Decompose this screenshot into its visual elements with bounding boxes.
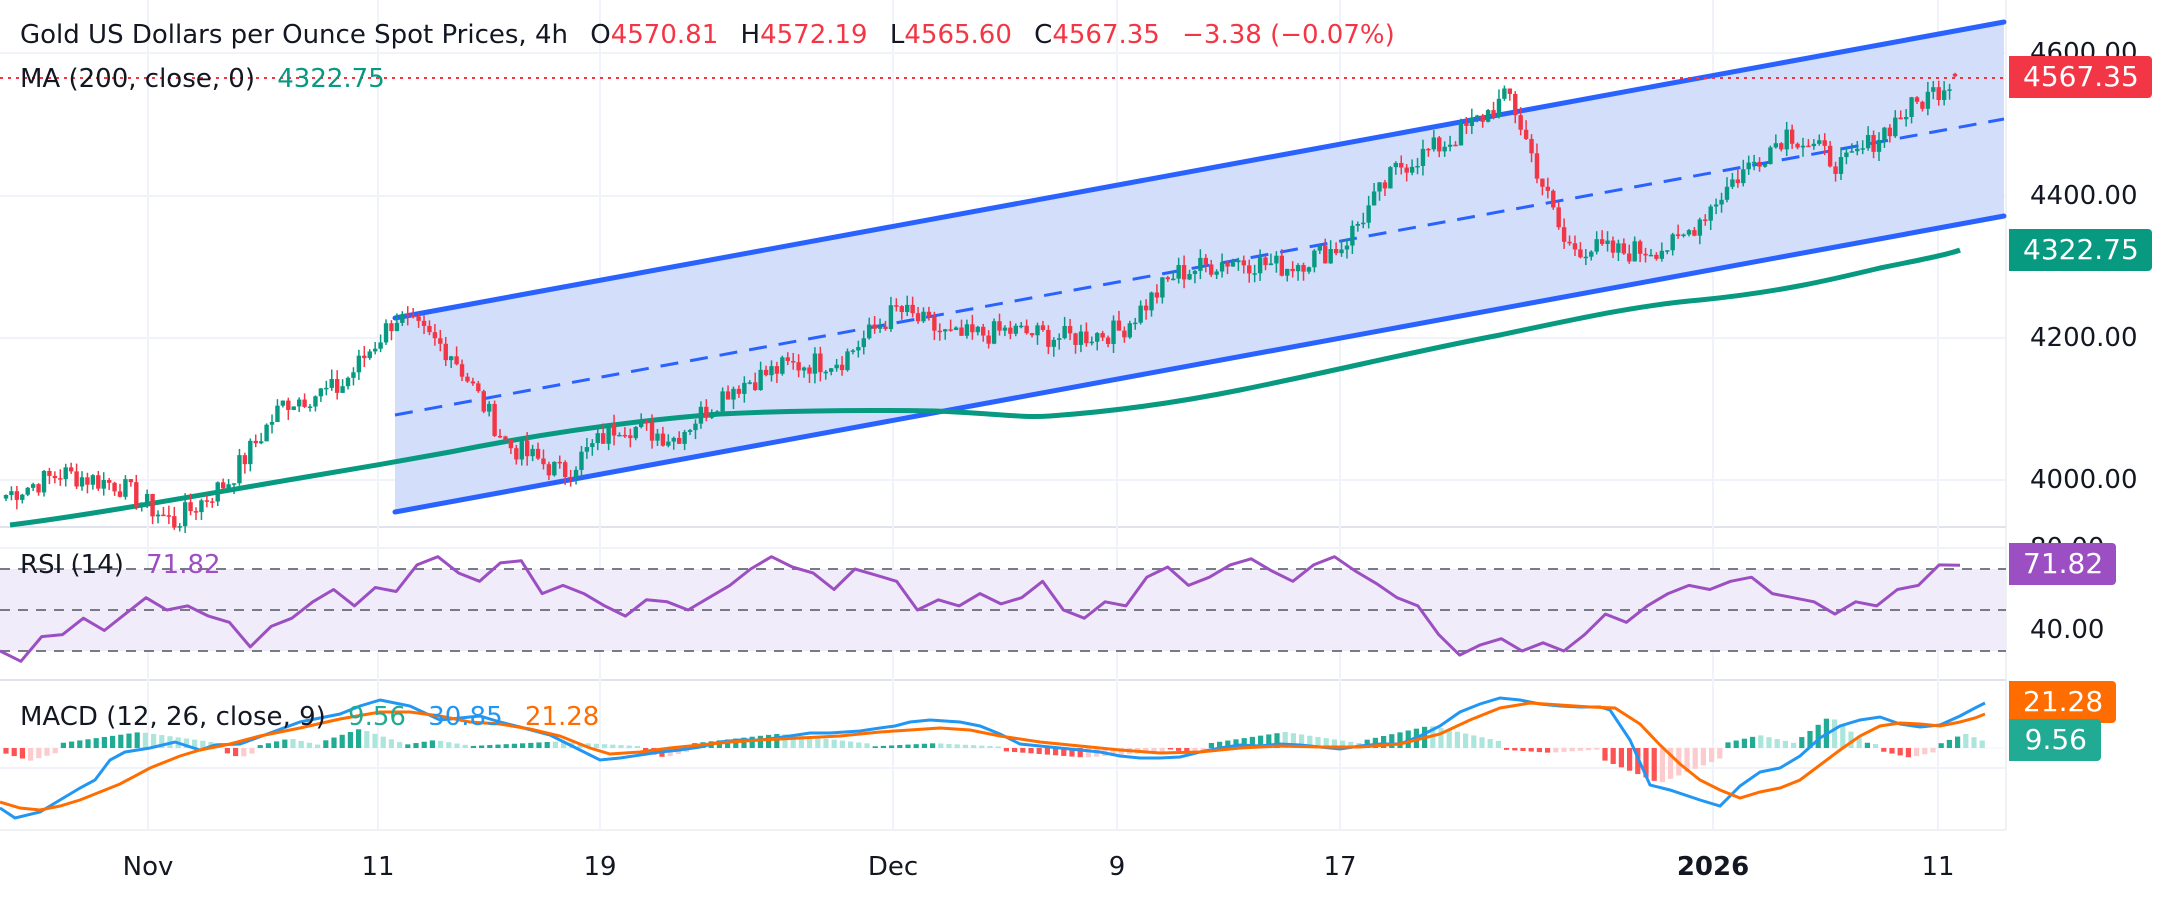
- price-tick-4400: 4400.00: [2030, 181, 2138, 211]
- rsi-value-tag: 71.82: [2009, 543, 2116, 585]
- symbol-title: Gold US Dollars per Ounce Spot Prices, 4…: [20, 20, 568, 50]
- rsi-line[interactable]: [0, 555, 1961, 663]
- macd-label: MACD (12, 26, close, 9): [20, 702, 326, 732]
- time-tick-dec-9: 9: [1108, 852, 1126, 882]
- change-value: −3.38 (−0.07%): [1182, 20, 1395, 50]
- high-value: 4572.19: [760, 20, 868, 50]
- time-tick-dec-17: 17: [1323, 852, 1357, 882]
- macd-value: 30.85: [428, 702, 503, 732]
- open-value: 4570.81: [610, 20, 719, 50]
- channel-lower-line[interactable]: [392, 213, 2007, 515]
- macd-hist-value: 9.56: [348, 702, 406, 732]
- rsi-value: 71.82: [146, 550, 221, 580]
- macd-signal-line[interactable]: [0, 701, 1986, 812]
- low-label: L: [889, 20, 905, 50]
- open-label: O: [590, 20, 611, 50]
- high-label: H: [740, 20, 761, 50]
- macd-line[interactable]: [0, 696, 1986, 820]
- ma-price-tag: 4322.75: [2009, 229, 2152, 271]
- close-label: C: [1034, 20, 1053, 50]
- main-legend[interactable]: Gold US Dollars per Ounce Spot Prices, 4…: [20, 20, 1395, 50]
- rsi-band-fill: [0, 569, 2006, 651]
- close-value: 4567.35: [1052, 20, 1160, 50]
- last-price-tag: 4567.35: [2009, 56, 2152, 98]
- channel-upper-line[interactable]: [392, 19, 2007, 321]
- ma200-line[interactable]: [9, 247, 1961, 528]
- time-tick-nov-19: 19: [583, 852, 617, 882]
- price-tick-4000: 4000.00: [2030, 465, 2138, 495]
- ma-value: 4322.75: [277, 64, 385, 94]
- price-tick-4200: 4200.00: [2030, 323, 2138, 353]
- macd-legend[interactable]: MACD (12, 26, close, 9) 9.56 30.85 21.28: [20, 702, 599, 732]
- time-tick-jan-11: 11: [1921, 852, 1955, 882]
- candlesticks[interactable]: [3, 72, 1958, 534]
- rsi-label: RSI (14): [20, 550, 124, 580]
- time-tick-dec: Dec: [867, 852, 919, 882]
- low-value: 4565.60: [904, 20, 1012, 50]
- rsi-tick-40: 40.00: [2030, 615, 2105, 645]
- hist-value-tag: 9.56: [2009, 719, 2101, 761]
- time-tick-2026: 2026: [1676, 852, 1750, 882]
- time-tick-nov-11: 11: [361, 852, 395, 882]
- ma-label: MA (200, close, 0): [20, 64, 255, 94]
- macd-signal-value: 21.28: [524, 702, 600, 732]
- ma-legend[interactable]: MA (200, close, 0) 4322.75: [20, 64, 385, 94]
- signal-value-tag: 21.28: [2009, 681, 2116, 723]
- time-tick-nov: Nov: [122, 852, 174, 882]
- rsi-legend[interactable]: RSI (14) 71.82: [20, 550, 221, 580]
